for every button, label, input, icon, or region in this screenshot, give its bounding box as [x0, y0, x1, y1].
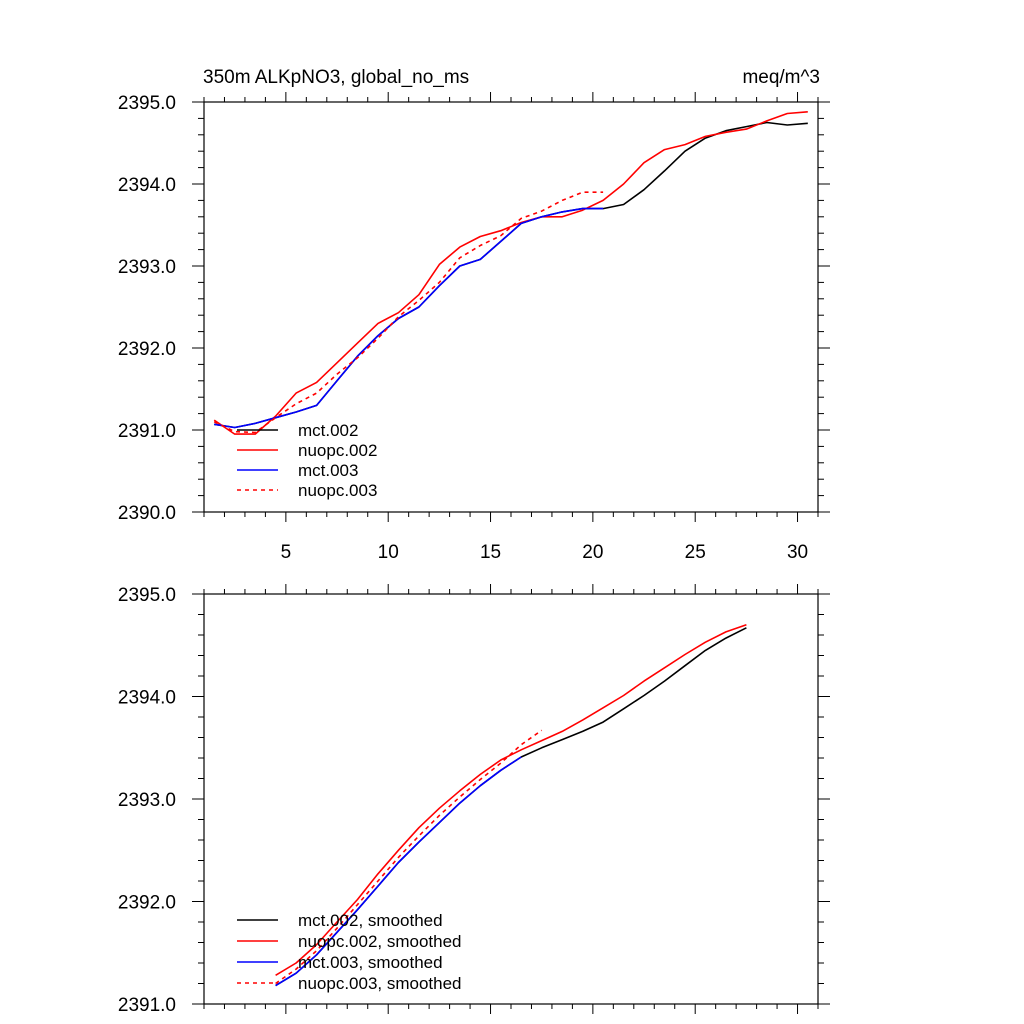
legend-label: mct.003: [298, 461, 358, 480]
series-line: [213, 111, 808, 435]
legend-label: nuopc.002: [298, 441, 377, 460]
bottom-series: [275, 624, 747, 987]
legend-label: nuopc.003: [298, 481, 377, 500]
y-tick-label: 2391.0: [118, 421, 176, 442]
x-tick-label: 15: [480, 542, 501, 563]
y-tick-label: 2394.0: [118, 688, 176, 709]
bottom-ticks: 2391.0 2392.0 2393.0 2394.0 2395.0: [118, 584, 830, 1016]
series-line: [213, 191, 604, 434]
x-tick-label: 30: [787, 542, 808, 563]
x-tick-label: 20: [582, 542, 603, 563]
y-tick-label: 2392.0: [118, 893, 176, 914]
x-tick-label: 10: [378, 542, 399, 563]
legend-label: nuopc.003, smoothed: [298, 974, 462, 993]
series-line: [214, 207, 604, 429]
legend-label: mct.002: [298, 421, 358, 440]
top-ticks: 5 10 15 20 25 30 2390.0 2391.0 2392.0 2393.0 2394.…: [118, 92, 830, 563]
y-tick-label: 2391.0: [118, 995, 176, 1016]
y-tick-label: 2393.0: [118, 790, 176, 811]
bottom-plot-frame: [203, 593, 819, 1005]
chart-title-units: meq/m^3: [742, 67, 820, 88]
series-line: [214, 121, 808, 429]
top-series: [213, 111, 808, 435]
top-plot-frame: [203, 101, 819, 513]
x-tick-label: 5: [281, 542, 292, 563]
chart-title-left: 350m ALKpNO3, global_no_ms: [203, 67, 469, 88]
top-chart-panel: 350m ALKpNO3, global_no_ms meq/m^3 5 10 15…: [118, 67, 830, 563]
y-tick-label: 2394.0: [118, 175, 176, 196]
series-line: [275, 729, 543, 985]
x-tick-label: 25: [685, 542, 706, 563]
legend-label: mct.003, smoothed: [298, 953, 443, 972]
legend-label: mct.002, smoothed: [298, 911, 443, 930]
legend-label: nuopc.002, smoothed: [298, 932, 462, 951]
y-tick-label: 2393.0: [118, 257, 176, 278]
series-line: [275, 756, 522, 987]
y-tick-label: 2392.0: [118, 339, 176, 360]
y-tick-label: 2390.0: [118, 503, 176, 524]
bottom-legend: mct.002, smoothed nuopc.002, smoothed mct.…: [237, 911, 462, 993]
bottom-chart-panel: 2391.0 2392.0 2393.0 2394.0 2395.0 mct.002, …: [118, 584, 830, 1016]
y-tick-label: 2395.0: [118, 93, 176, 114]
y-tick-label: 2395.0: [118, 585, 176, 606]
